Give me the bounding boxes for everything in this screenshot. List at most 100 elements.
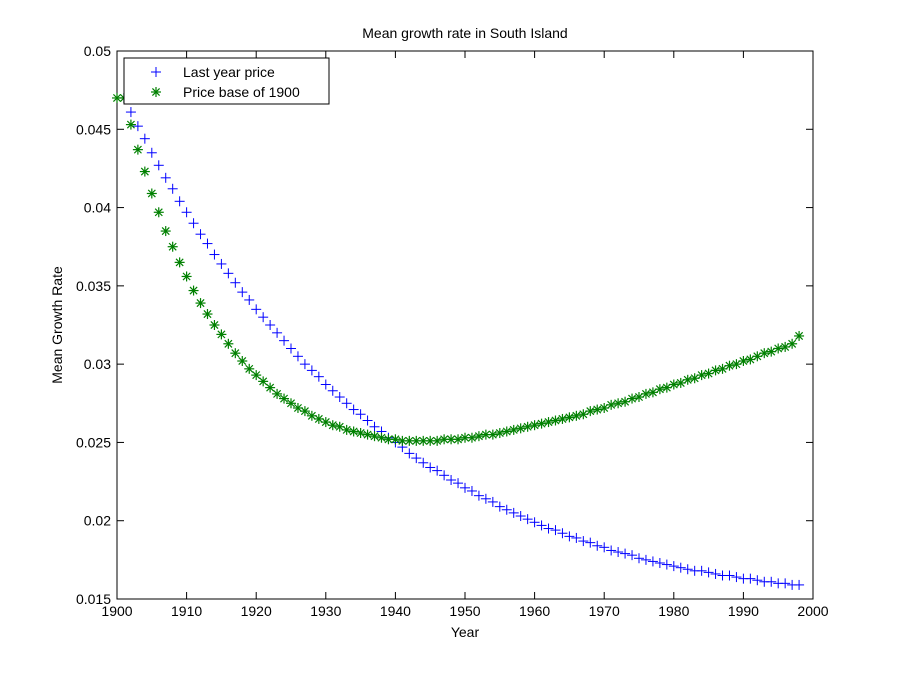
data-point-star bbox=[550, 415, 561, 426]
data-point-star bbox=[689, 373, 700, 384]
data-point-star bbox=[432, 435, 443, 446]
y-tick-label: 0.04 bbox=[84, 200, 111, 216]
data-point-plus bbox=[341, 398, 352, 409]
x-tick-label: 1920 bbox=[241, 603, 272, 619]
data-point-plus bbox=[237, 287, 248, 298]
y-tick-label: 0.02 bbox=[84, 513, 111, 529]
x-tick-label: 2000 bbox=[797, 603, 828, 619]
data-point-star bbox=[738, 356, 749, 367]
data-point-star bbox=[153, 207, 164, 218]
data-point-star bbox=[327, 420, 338, 431]
data-point-plus bbox=[640, 554, 651, 565]
data-point-plus bbox=[710, 568, 721, 579]
data-point-plus bbox=[745, 573, 756, 584]
data-point-star bbox=[494, 428, 505, 439]
data-point-plus bbox=[585, 537, 596, 548]
data-point-plus bbox=[466, 485, 477, 496]
y-tick-label: 0.045 bbox=[76, 121, 111, 137]
data-point-star bbox=[773, 343, 784, 354]
data-point-plus bbox=[494, 501, 505, 512]
data-point-star bbox=[223, 338, 234, 349]
data-point-star bbox=[272, 388, 283, 399]
data-point-plus bbox=[362, 415, 373, 426]
series-price-base-1900 bbox=[112, 92, 805, 446]
data-point-star bbox=[536, 418, 547, 429]
data-point-plus bbox=[279, 335, 290, 346]
data-point-star bbox=[731, 359, 742, 370]
legend-marker-price-base-1900 bbox=[151, 87, 161, 97]
data-point-star bbox=[654, 384, 665, 395]
y-tick-label: 0.025 bbox=[76, 434, 111, 450]
data-point-star bbox=[230, 348, 241, 359]
data-point-plus bbox=[223, 268, 234, 279]
data-point-star bbox=[668, 379, 679, 390]
data-point-plus bbox=[209, 249, 220, 260]
data-point-star bbox=[543, 417, 554, 428]
y-tick-label: 0.015 bbox=[76, 591, 111, 607]
data-point-plus bbox=[313, 371, 324, 382]
data-point-star bbox=[146, 188, 157, 199]
data-point-star bbox=[606, 399, 617, 410]
data-point-plus bbox=[272, 327, 283, 338]
data-point-plus bbox=[550, 525, 561, 536]
data-series bbox=[112, 92, 805, 590]
data-point-plus bbox=[411, 453, 422, 464]
x-tick-label: 1960 bbox=[519, 603, 550, 619]
data-point-plus bbox=[327, 385, 338, 396]
data-point-plus bbox=[355, 409, 366, 420]
data-point-star bbox=[167, 241, 178, 252]
x-tick-label: 1940 bbox=[380, 603, 411, 619]
data-point-star bbox=[466, 432, 477, 443]
data-point-plus bbox=[244, 294, 255, 305]
data-point-star bbox=[529, 420, 540, 431]
data-point-star bbox=[794, 330, 805, 341]
legend-marker-last-year-price bbox=[151, 67, 161, 77]
data-point-star bbox=[195, 298, 206, 309]
data-point-star bbox=[181, 271, 192, 282]
data-point-plus bbox=[794, 579, 805, 590]
data-point-plus bbox=[348, 404, 359, 415]
data-point-plus bbox=[446, 475, 457, 486]
data-point-star bbox=[759, 348, 770, 359]
data-point-plus bbox=[634, 553, 644, 564]
data-point-plus bbox=[216, 258, 227, 269]
data-point-plus bbox=[508, 507, 519, 518]
data-point-star bbox=[613, 398, 624, 409]
data-point-plus bbox=[167, 183, 178, 194]
x-tick-label: 1970 bbox=[589, 603, 620, 619]
data-point-plus bbox=[703, 567, 714, 578]
x-tick-label: 1950 bbox=[449, 603, 480, 619]
legend-label-last-year-price: Last year price bbox=[183, 64, 275, 80]
x-axis-title: Year bbox=[451, 624, 480, 640]
y-axis-title: Mean Growth Rate bbox=[49, 266, 65, 384]
data-point-star bbox=[585, 406, 596, 417]
x-tick-label: 1990 bbox=[728, 603, 759, 619]
data-point-star bbox=[286, 398, 296, 409]
chart-title: Mean growth rate in South Island bbox=[362, 25, 567, 41]
data-point-star bbox=[557, 413, 568, 424]
data-point-star bbox=[661, 382, 672, 393]
data-point-star bbox=[244, 363, 255, 374]
data-point-plus bbox=[620, 548, 631, 559]
data-point-star bbox=[125, 119, 136, 130]
x-tick-label: 1930 bbox=[310, 603, 341, 619]
data-point-plus bbox=[292, 351, 303, 362]
data-point-plus bbox=[515, 511, 526, 522]
data-point-plus bbox=[453, 478, 464, 489]
plot-area bbox=[116, 50, 814, 600]
data-point-star bbox=[522, 421, 533, 432]
data-point-plus bbox=[439, 470, 450, 481]
data-point-plus bbox=[480, 493, 491, 504]
data-point-plus bbox=[286, 343, 296, 354]
data-point-star bbox=[634, 392, 644, 403]
data-point-plus bbox=[599, 542, 610, 553]
data-point-plus bbox=[564, 531, 575, 542]
data-point-plus bbox=[661, 559, 672, 570]
data-point-star bbox=[515, 423, 526, 434]
y-tick-label: 0.03 bbox=[84, 356, 111, 372]
data-point-star bbox=[724, 360, 735, 371]
data-point-plus bbox=[432, 465, 443, 476]
data-point-star bbox=[369, 431, 380, 442]
x-tick-label: 1910 bbox=[171, 603, 202, 619]
